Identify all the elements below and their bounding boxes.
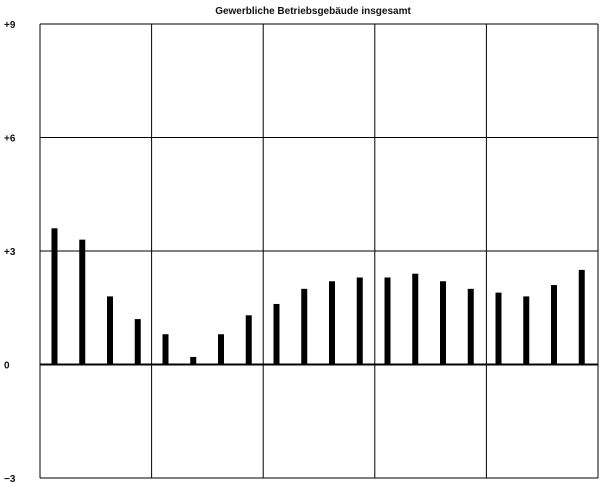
bar — [162, 334, 169, 365]
bar — [218, 334, 224, 365]
bar — [495, 292, 502, 365]
bar — [551, 285, 557, 365]
bar — [190, 356, 197, 365]
bar — [329, 281, 335, 365]
y-tick-label: 0 — [4, 361, 10, 372]
grid — [39, 23, 599, 479]
bar — [301, 288, 308, 365]
y-tick-label: +3 — [4, 247, 16, 258]
bar — [384, 277, 391, 365]
bar — [467, 288, 474, 365]
bar — [356, 277, 363, 365]
y-tick-label: +9 — [4, 20, 16, 31]
bars — [51, 228, 585, 365]
bar — [134, 319, 141, 365]
bar — [51, 228, 58, 365]
y-tick-label: −3 — [4, 474, 16, 483]
bar — [578, 269, 585, 365]
y-axis-ticks: −3 0 +3 +6 +9 — [4, 20, 16, 483]
bar — [412, 273, 419, 365]
bar — [245, 315, 252, 365]
bar — [273, 303, 280, 365]
bar — [440, 281, 446, 365]
y-tick-label: +6 — [4, 134, 16, 145]
chart-title: Gewerbliche Betriebsgebäude insgesamt — [215, 6, 411, 17]
bar — [107, 296, 113, 365]
bar — [79, 239, 86, 365]
bar — [523, 296, 530, 365]
